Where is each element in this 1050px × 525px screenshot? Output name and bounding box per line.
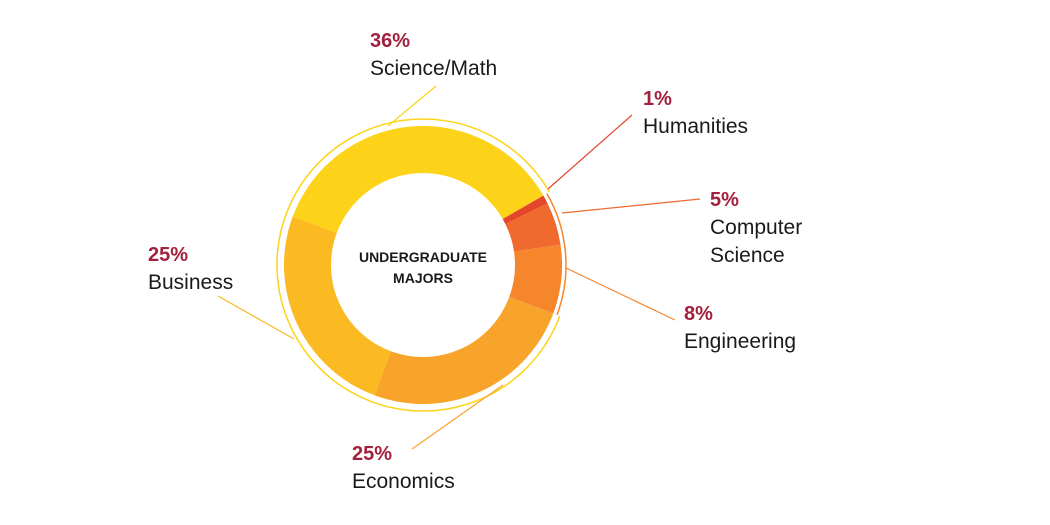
category-label-business: Business [148,271,233,294]
slice-computer-science [505,203,561,252]
donut-slices [284,126,563,405]
category-label-computer-science-line-1: Computer [710,216,802,239]
category-label-humanities: Humanities [643,115,748,138]
outer-accent-rings [276,118,567,412]
category-label-computer-science-line-2: Science [710,244,785,267]
leader-line-engineering [565,267,676,321]
slice-humanities [502,195,548,225]
slice-labels: 1% Humanities 5% Computer Science 8% Engineeri… [148,30,802,493]
leader-lines [217,85,701,450]
slice-business [284,216,391,396]
category-label-economics: Economics [352,470,455,493]
category-label-engineering: Engineering [684,330,796,353]
center-title: UNDERGRADUATE MAJORS [359,249,487,286]
slice-science-math [292,126,544,233]
leader-line-science-math [387,85,437,127]
slice-economics [374,297,554,405]
slice-engineering [509,244,563,314]
percent-label-business: 25% [148,244,188,266]
center-title-line-2: MAJORS [393,270,453,286]
accent-ring-2 [276,118,561,412]
percent-label-computer-science: 5% [710,189,739,211]
leader-line-computer-science [561,198,701,214]
category-label-science-math: Science/Math [370,57,497,80]
leader-line-business [217,295,295,340]
percent-label-engineering: 8% [684,303,713,325]
accent-ring-1 [546,193,567,316]
percent-label-humanities: 1% [643,88,672,110]
leader-line-humanities [547,114,633,190]
center-title-line-1: UNDERGRADUATE [359,249,487,265]
leader-line-economics [411,384,504,450]
percent-label-economics: 25% [352,443,392,465]
percent-label-science-math: 36% [370,30,410,52]
